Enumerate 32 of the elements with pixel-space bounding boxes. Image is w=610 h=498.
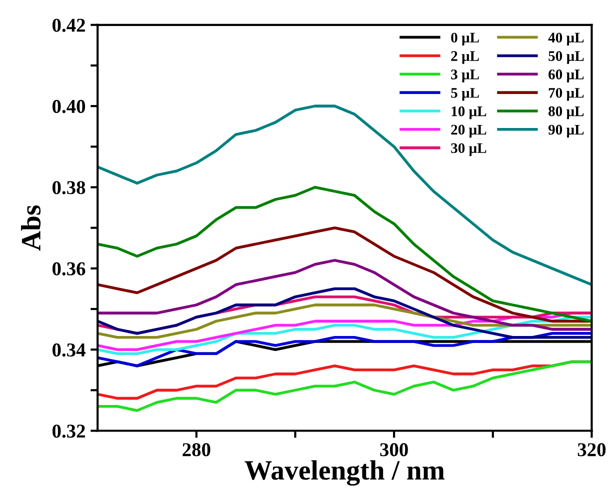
y-tick-label: 0.34 [52,343,86,357]
y-tick-label: 0.40 [52,100,86,114]
y-tick-label: 0.36 [52,262,86,276]
legend-label: 2 μL [451,51,479,64]
legend-label: 3 μL [451,70,479,82]
x-tick-label: 280 [182,443,210,456]
legend-label: 50 µL [548,51,584,64]
line-series [98,332,592,368]
y-tick-label: 0.42 [52,18,85,32]
legend-label: 90 μL [548,124,584,138]
y-tick-label: 0.32 [52,424,85,438]
line-series [98,287,592,339]
x-axis-title: Wavelength / nm [244,460,444,486]
legend-label: 80 μL [548,106,584,120]
legend-label: 60 μL [548,70,584,82]
legend-label: 10 μL [452,106,486,120]
line-series [98,360,592,412]
legend-label: 30 μL [451,143,486,156]
legend-label: 5 μL [451,88,479,101]
x-tick-label: 300 [380,443,408,456]
line-series [98,258,592,331]
x-tick-label: 320 [578,443,606,456]
y-tick-label: 0.38 [52,181,86,194]
line-series [98,186,592,323]
line-series [98,226,592,323]
line-series [98,104,592,286]
legend-label: 20 μL [451,124,486,138]
legend-label: 0 μL [451,32,479,46]
legend-label: 70 μL [548,88,584,101]
y-axis-title: Abs [21,205,41,251]
legend-label: 40 μL [548,32,584,46]
line-series [98,304,592,339]
